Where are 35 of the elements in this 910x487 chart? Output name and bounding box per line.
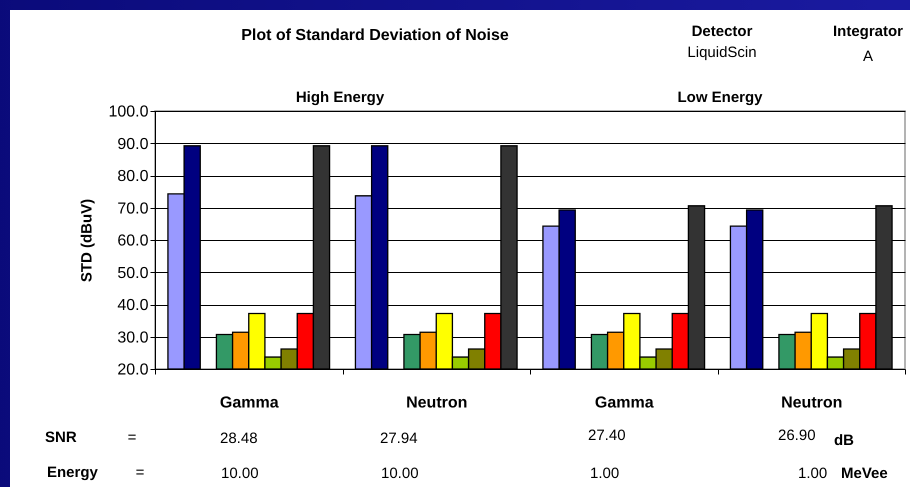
text: Integrator bbox=[832, 23, 904, 40]
y-tick-label: 50.0 bbox=[117, 264, 149, 282]
text: LiquidScin bbox=[687, 44, 757, 61]
y-tick-label: 90.0 bbox=[117, 136, 149, 153]
text: A bbox=[862, 48, 874, 65]
y-tick-label: 30.0 bbox=[117, 329, 149, 346]
text: Detector bbox=[692, 23, 752, 40]
text: SNR bbox=[45, 429, 77, 446]
y-tick-label: 70.0 bbox=[117, 200, 149, 218]
x-tick-label: Neutron bbox=[406, 394, 468, 412]
text: 10.00 bbox=[221, 465, 259, 482]
text: = bbox=[136, 464, 144, 481]
x-tick-label: Gamma bbox=[220, 394, 279, 412]
text: dB bbox=[834, 432, 854, 449]
y-tick-label: 40.0 bbox=[117, 297, 149, 314]
y-tick-label: 100.0 bbox=[108, 104, 149, 120]
text: Energy bbox=[47, 464, 98, 481]
text: MeVee bbox=[841, 465, 888, 482]
text: 28.48 bbox=[220, 430, 258, 447]
text: 1.00 bbox=[798, 465, 828, 482]
y-tick-label: 80.0 bbox=[117, 168, 149, 185]
x-tick-label: Neutron bbox=[781, 394, 842, 412]
text: 1.00 bbox=[590, 465, 620, 482]
chart-title: Plot of Standard Deviation of Noise bbox=[241, 27, 509, 45]
y-tick-label: 20.0 bbox=[117, 362, 149, 378]
text: 27.94 bbox=[380, 430, 418, 447]
text: = bbox=[128, 429, 136, 446]
text: 10.00 bbox=[381, 465, 419, 482]
y-axis-title: STD (dBuV) bbox=[78, 198, 96, 282]
text: 26.90 bbox=[778, 427, 816, 444]
text: 27.40 bbox=[588, 427, 626, 444]
x-tick-label: Gamma bbox=[594, 394, 654, 412]
y-tick-label: 60.0 bbox=[117, 232, 149, 250]
text: High Energy bbox=[296, 89, 384, 106]
text: Low Energy bbox=[677, 89, 763, 106]
